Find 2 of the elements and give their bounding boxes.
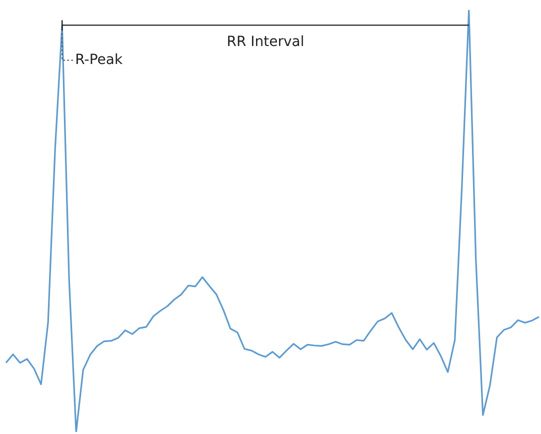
annotation: R-Peak <box>75 52 124 68</box>
ref-line-label: RR Interval <box>226 34 304 50</box>
